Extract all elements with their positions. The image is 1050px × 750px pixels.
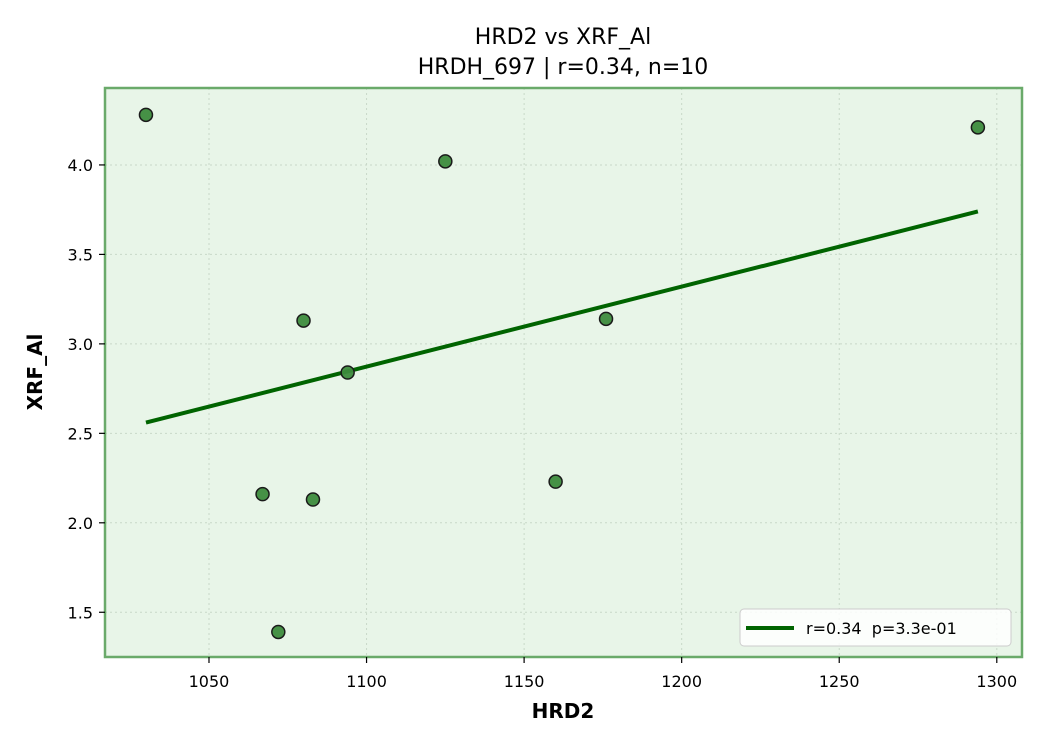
- y-tick-label: 2.0: [68, 514, 93, 533]
- x-tick-label: 1250: [819, 672, 860, 691]
- data-point: [598, 311, 614, 327]
- data-point: [305, 492, 321, 507]
- y-tick-label: 2.5: [68, 424, 93, 443]
- x-tick-label: 1300: [976, 672, 1017, 691]
- chart-title: HRD2 vs XRF_Al: [475, 25, 651, 50]
- x-tick-label: 1200: [661, 672, 702, 691]
- legend-label: r=0.34 p=3.3e-01: [806, 619, 957, 638]
- y-tick-label: 4.0: [68, 156, 93, 175]
- chart-subtitle: HRDH_697 | r=0.34, n=10: [418, 55, 709, 80]
- data-points: [138, 107, 986, 640]
- data-point: [438, 154, 453, 169]
- plot-area: [105, 88, 1022, 657]
- regression-line: [145, 209, 979, 425]
- y-tick-label: 1.5: [68, 603, 93, 622]
- plot-frame: [103, 86, 1024, 659]
- y-axis-ticks: 1.5 2.0 2.5 3.0 3.5 4.0: [68, 156, 105, 622]
- legend-box: [739, 608, 1012, 647]
- data-point: [548, 474, 563, 489]
- x-tick-label: 1100: [346, 672, 387, 691]
- x-tick-label: 1150: [504, 672, 545, 691]
- x-axis-label: HRD2: [532, 699, 595, 723]
- x-axis-ticks: 1050 1100 1150 1200 1250 1300: [189, 657, 1017, 691]
- data-point: [255, 486, 270, 502]
- data-point: [296, 313, 311, 328]
- data-point: [340, 365, 355, 380]
- data-point: [271, 624, 286, 640]
- data-point: [970, 120, 986, 135]
- y-tick-label: 3.5: [68, 245, 93, 264]
- y-tick-label: 3.0: [68, 335, 93, 354]
- data-point: [138, 107, 154, 123]
- legend: r=0.34 p=3.3e-01: [739, 608, 1012, 647]
- x-tick-label: 1050: [189, 672, 230, 691]
- y-axis-label: XRF_Al: [23, 334, 47, 411]
- regression-line-group: [145, 209, 979, 425]
